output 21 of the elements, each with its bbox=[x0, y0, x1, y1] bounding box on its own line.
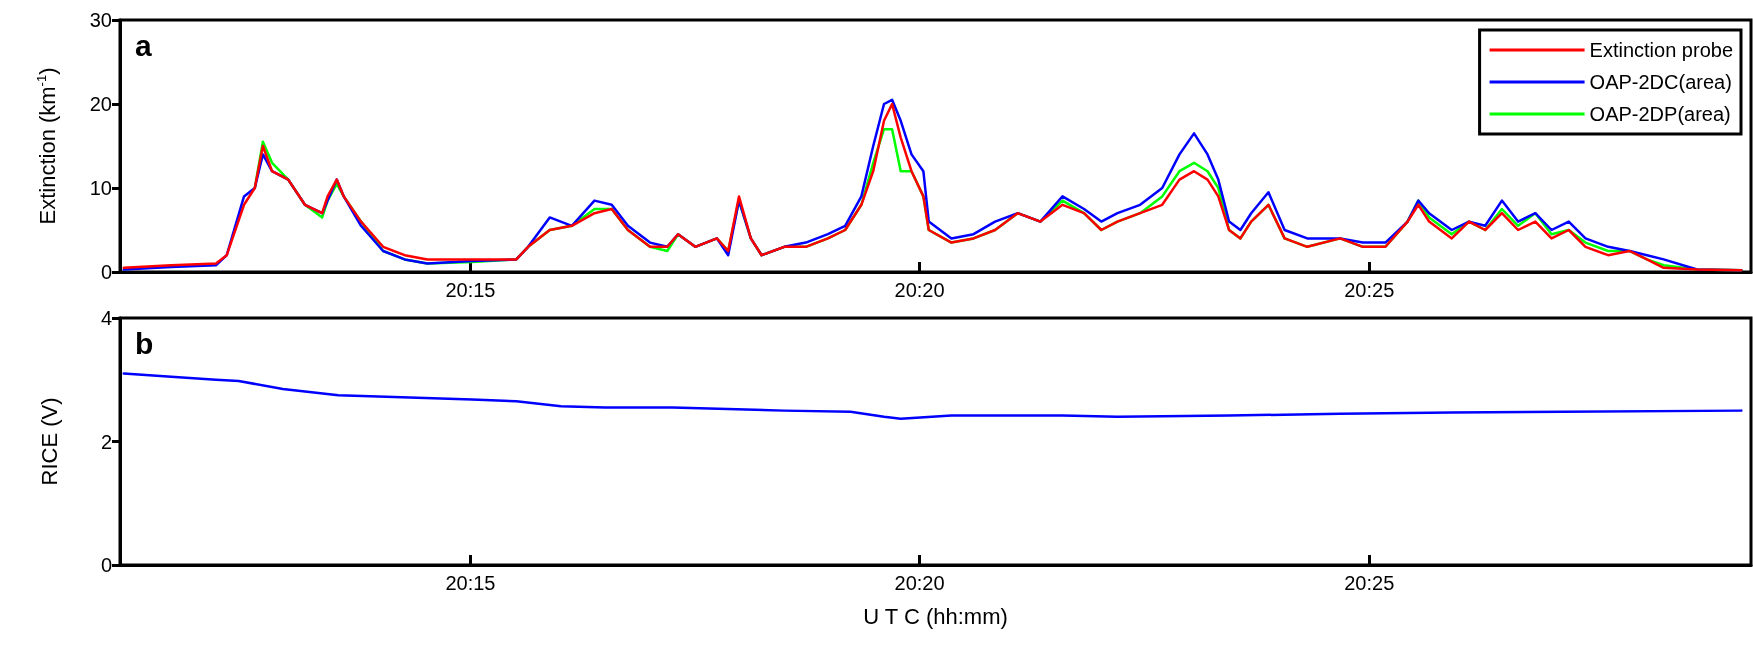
annotation: b bbox=[135, 326, 154, 360]
x-tick-label: 20:25 bbox=[1344, 572, 1395, 594]
x-tick-label: 20:25 bbox=[1344, 279, 1395, 301]
y-tick-label: 20 bbox=[89, 93, 112, 115]
y-tick-label: 0 bbox=[100, 261, 112, 283]
x-tick-label: 20:20 bbox=[894, 572, 945, 594]
legend-label: OAP-2DP(area) bbox=[1589, 103, 1731, 125]
y-tick-label: 10 bbox=[89, 177, 112, 199]
y-axis-title: Extinction (km-1) bbox=[34, 67, 60, 225]
x-tick-label: 20:15 bbox=[445, 279, 496, 301]
y-tick-label: 30 bbox=[89, 9, 112, 31]
x-tick-label: 20:15 bbox=[445, 572, 496, 594]
y-tick-label: 4 bbox=[100, 307, 112, 329]
annotation: a bbox=[135, 28, 152, 62]
x-tick-label: 20:20 bbox=[894, 279, 945, 301]
y-axis-title: RICE (V) bbox=[36, 397, 62, 486]
x-axis-title: U T C (hh:mm) bbox=[863, 603, 1008, 629]
legend-label: Extinction probe bbox=[1589, 39, 1733, 61]
y-tick-label: 0 bbox=[100, 554, 112, 576]
y-tick-label: 2 bbox=[100, 430, 112, 453]
legend-label: OAP-2DC(area) bbox=[1589, 71, 1732, 93]
